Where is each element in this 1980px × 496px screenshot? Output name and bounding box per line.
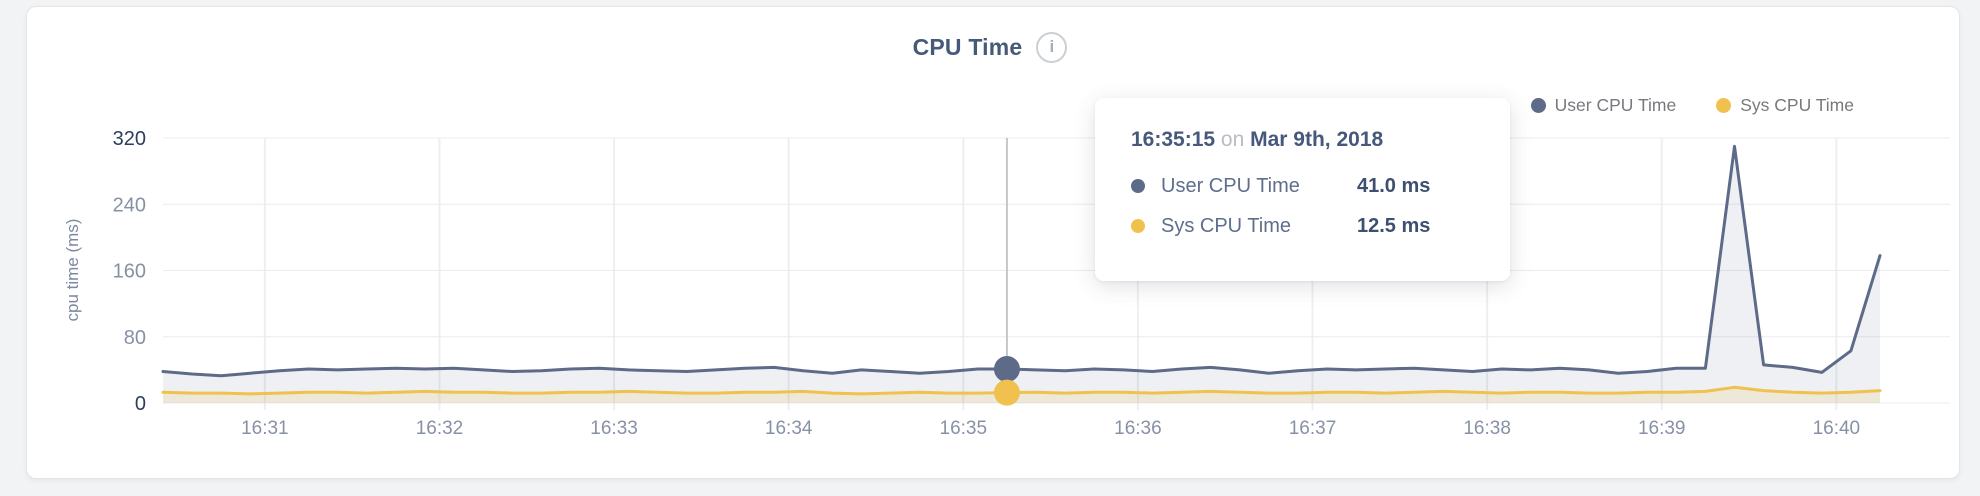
x-tick-label: 16:33 [590, 418, 638, 439]
legend-label: Sys CPU Time [1740, 94, 1854, 115]
legend-item-sys-cpu[interactable]: Sys CPU Time [1716, 95, 1854, 116]
chart-card [26, 6, 1960, 479]
tooltip-row-sys: Sys CPU Time 12.5 ms [1131, 206, 1510, 246]
user-cpu-area [163, 146, 1880, 404]
sys-cpu-highlight-dot[interactable] [993, 379, 1020, 406]
x-tick-label: 16:34 [765, 418, 813, 439]
tooltip-series-label: Sys CPU Time [1161, 214, 1292, 237]
x-tick-label: 16:32 [416, 418, 464, 439]
user-cpu-line [161, 144, 1882, 378]
tooltip-series-value: 12.5 ms [1357, 214, 1431, 237]
y-tick-label: 240 [113, 194, 146, 216]
x-tick-label: 16:36 [1114, 418, 1162, 439]
sys-cpu-area [163, 387, 1880, 403]
y-tick-label: 0 [135, 393, 146, 415]
legend-label: User CPU Time [1554, 94, 1677, 115]
tooltip-series-value: 41.0 ms [1357, 174, 1431, 197]
tooltip-on-word: on [1220, 128, 1245, 151]
x-tick-label: 16:39 [1638, 418, 1686, 439]
x-tick-label: 16:31 [241, 418, 289, 439]
y-tick-label: 320 [113, 128, 146, 150]
sys-cpu-legend-dot [1716, 97, 1732, 113]
chart-legend: User CPU Time Sys CPU Time [1530, 92, 1854, 118]
info-icon[interactable]: i [1036, 31, 1068, 63]
y-axis-title: cpu time (ms) [63, 218, 82, 322]
legend-item-user-cpu[interactable]: User CPU Time [1530, 94, 1677, 116]
x-tick-label: 16:40 [1813, 418, 1861, 439]
y-tick-label: 160 [113, 261, 146, 283]
tooltip-time: 16:35:15 [1131, 128, 1216, 151]
user-cpu-legend-dot [1530, 97, 1546, 113]
tooltip-date: Mar 9th, 2018 [1250, 128, 1384, 151]
user-cpu-dot-icon [1131, 179, 1145, 193]
chart-tooltip: 16:35:15 on Mar 9th, 2018 User CPU Time … [1095, 98, 1510, 281]
x-tick-label: 16:35 [940, 418, 988, 439]
tooltip-timestamp: 16:35:15 on Mar 9th, 2018 [1131, 128, 1510, 152]
sys-cpu-line [161, 385, 1882, 396]
tooltip-row-user: User CPU Time 41.0 ms [1131, 166, 1510, 206]
tooltip-series-label: User CPU Time [1161, 174, 1300, 197]
user-cpu-highlight-dot[interactable] [993, 356, 1020, 383]
x-tick-label: 16:37 [1289, 418, 1337, 439]
x-tick-label: 16:38 [1463, 418, 1511, 439]
y-tick-label: 80 [124, 327, 146, 349]
sys-cpu-dot-icon [1131, 219, 1145, 233]
